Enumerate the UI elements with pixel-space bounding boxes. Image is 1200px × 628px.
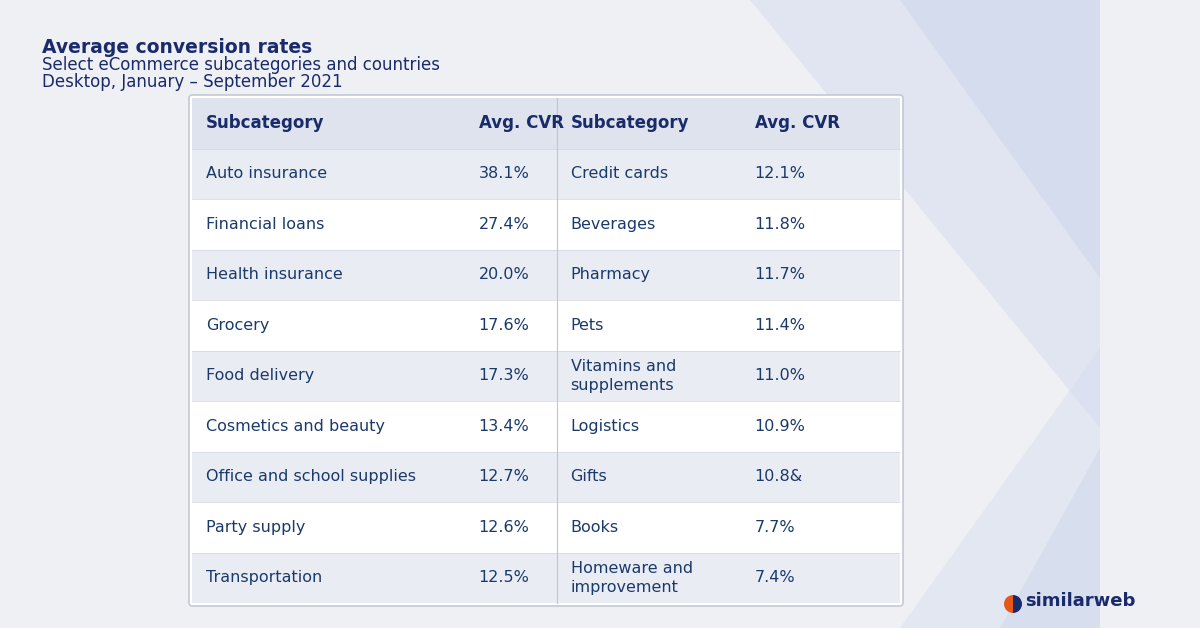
Text: Avg. CVR: Avg. CVR [479, 114, 564, 133]
Text: Transportation: Transportation [206, 570, 323, 585]
Bar [192, 553, 900, 603]
Text: Beverages: Beverages [571, 217, 656, 232]
Bar [192, 199, 900, 249]
Bar [192, 452, 900, 502]
Text: 12.6%: 12.6% [479, 520, 529, 535]
Text: Books: Books [571, 520, 619, 535]
Bar [192, 401, 900, 452]
Text: similarweb: similarweb [1025, 592, 1135, 610]
Text: Logistics: Logistics [571, 419, 640, 434]
Text: Vitamins and
supplements: Vitamins and supplements [571, 359, 676, 392]
Text: Credit cards: Credit cards [571, 166, 667, 181]
Text: Gifts: Gifts [571, 469, 607, 484]
Text: Average conversion rates: Average conversion rates [42, 38, 312, 57]
Text: Health insurance: Health insurance [206, 268, 343, 282]
Text: 10.9%: 10.9% [755, 419, 805, 434]
Wedge shape [1004, 595, 1013, 613]
Text: 7.4%: 7.4% [755, 570, 796, 585]
Text: 11.8%: 11.8% [755, 217, 806, 232]
Text: Grocery: Grocery [206, 318, 269, 333]
Text: Financial loans: Financial loans [206, 217, 324, 232]
Text: Auto insurance: Auto insurance [206, 166, 328, 181]
Text: Office and school supplies: Office and school supplies [206, 469, 416, 484]
Text: Food delivery: Food delivery [206, 368, 314, 383]
Bar [192, 300, 900, 350]
Text: 17.3%: 17.3% [479, 368, 529, 383]
Text: Pharmacy: Pharmacy [571, 268, 650, 282]
Text: Desktop, January – September 2021: Desktop, January – September 2021 [42, 73, 343, 91]
Text: Homeware and
improvement: Homeware and improvement [571, 561, 692, 595]
Text: 17.6%: 17.6% [479, 318, 529, 333]
Text: Party supply: Party supply [206, 520, 305, 535]
Text: Pets: Pets [571, 318, 604, 333]
Bar [192, 98, 900, 148]
Bar [192, 350, 900, 401]
Polygon shape [680, 0, 1100, 278]
Text: 27.4%: 27.4% [479, 217, 529, 232]
Text: 10.8&: 10.8& [755, 469, 803, 484]
Text: 12.5%: 12.5% [479, 570, 529, 585]
Polygon shape [870, 448, 1100, 628]
Text: 13.4%: 13.4% [479, 419, 529, 434]
Text: Avg. CVR: Avg. CVR [755, 114, 840, 133]
Wedge shape [1013, 595, 1022, 613]
Text: 20.0%: 20.0% [479, 268, 529, 282]
Text: 11.0%: 11.0% [755, 368, 805, 383]
Text: 12.1%: 12.1% [755, 166, 805, 181]
Polygon shape [560, 0, 1100, 428]
Text: Subcategory: Subcategory [571, 114, 689, 133]
Bar [192, 502, 900, 553]
FancyBboxPatch shape [190, 95, 904, 606]
Text: Subcategory: Subcategory [206, 114, 324, 133]
Text: 7.7%: 7.7% [755, 520, 796, 535]
Bar [192, 249, 900, 300]
Bar [192, 148, 900, 199]
Text: 12.7%: 12.7% [479, 469, 529, 484]
Text: 38.1%: 38.1% [479, 166, 529, 181]
Text: 11.7%: 11.7% [755, 268, 805, 282]
Text: 11.4%: 11.4% [755, 318, 805, 333]
Text: Select eCommerce subcategories and countries: Select eCommerce subcategories and count… [42, 56, 440, 74]
Polygon shape [780, 348, 1100, 628]
Text: Cosmetics and beauty: Cosmetics and beauty [206, 419, 385, 434]
